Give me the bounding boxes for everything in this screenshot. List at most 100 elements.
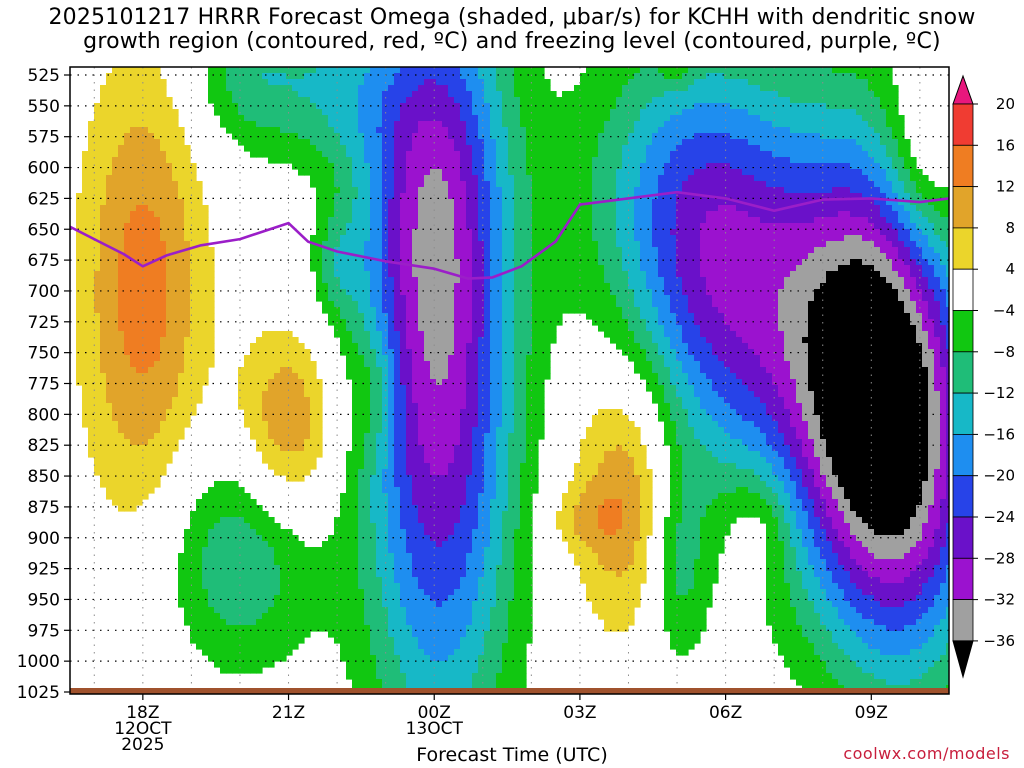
omega-cell [148,67,155,74]
omega-cell [400,577,407,584]
omega-cell [334,547,341,554]
omega-cell [160,235,167,242]
omega-cell [364,217,371,224]
omega-cell [100,457,107,464]
omega-cell [370,79,377,86]
omega-cell [196,265,203,272]
omega-cell [190,391,197,398]
omega-cell [310,169,317,176]
omega-cell [220,103,227,110]
omega-cell [328,139,335,146]
omega-cell [364,229,371,236]
omega-cell [256,127,263,134]
omega-cell [460,463,467,470]
omega-cell [292,139,299,146]
omega-cell [472,223,479,230]
omega-cell [418,505,425,512]
omega-cell [412,415,419,422]
omega-cell [292,607,299,614]
omega-cell [412,193,419,200]
omega-cell [412,655,419,662]
omega-cell [424,415,431,422]
omega-cell [184,391,191,398]
omega-cell [394,607,401,614]
omega-cell [130,475,137,482]
omega-cell [142,307,149,314]
omega-cell [172,199,179,206]
omega-cell [448,511,455,518]
omega-cell [196,355,203,362]
omega-cell [418,199,425,206]
omega-cell [460,547,467,554]
omega-cell [460,193,467,200]
omega-cell [358,355,365,362]
omega-cell [178,307,185,314]
omega-cell [364,331,371,338]
omega-cell [112,457,119,464]
omega-cell [136,211,143,218]
omega-cell [358,337,365,344]
omega-cell [196,583,203,590]
omega-cell [406,67,413,74]
omega-cell [154,475,161,482]
omega-cell [82,421,89,428]
omega-cell [196,229,203,236]
omega-cell [418,277,425,284]
omega-cell [286,349,293,356]
omega-cell [376,667,383,674]
omega-cell [220,631,227,638]
omega-cell [148,193,155,200]
omega-cell [322,601,329,608]
omega-cell [472,403,479,410]
omega-cell [226,565,233,572]
omega-cell [442,271,449,278]
omega-cell [76,235,83,242]
omega-cell [94,397,101,404]
omega-cell [412,229,419,236]
omega-cell [358,361,365,368]
omega-cell [118,487,125,494]
omega-cell [466,211,473,218]
omega-cell [304,73,311,80]
omega-cell [454,433,461,440]
omega-cell [412,457,419,464]
omega-cell [244,133,251,140]
omega-cell [148,433,155,440]
omega-cell [178,421,185,428]
omega-cell [472,151,479,158]
omega-cell [160,127,167,134]
omega-cell [214,571,221,578]
omega-cell [124,397,131,404]
omega-cell [160,385,167,392]
omega-cell [430,349,437,356]
omega-cell [298,415,305,422]
omega-cell [460,283,467,290]
omega-cell [118,85,125,92]
omega-cell [406,313,413,320]
omega-cell [148,157,155,164]
omega-cell [256,367,263,374]
omega-cell [376,559,383,566]
omega-cell [316,283,323,290]
omega-cell [106,439,113,446]
omega-cell [136,271,143,278]
omega-cell [196,595,203,602]
omega-cell [124,205,131,212]
omega-cell [220,571,227,578]
omega-cell [274,577,281,584]
omega-cell [376,439,383,446]
omega-cell [466,379,473,386]
omega-cell [394,271,401,278]
omega-cell [310,415,317,422]
omega-cell [310,451,317,458]
omega-cell [400,607,407,614]
omega-cell [88,331,95,338]
omega-cell [124,445,131,452]
omega-cell [250,85,257,92]
omega-cell [388,385,395,392]
omega-cell [238,553,245,560]
omega-cell [106,301,113,308]
omega-cell [394,175,401,182]
omega-cell [472,139,479,146]
omega-cell [352,175,359,182]
